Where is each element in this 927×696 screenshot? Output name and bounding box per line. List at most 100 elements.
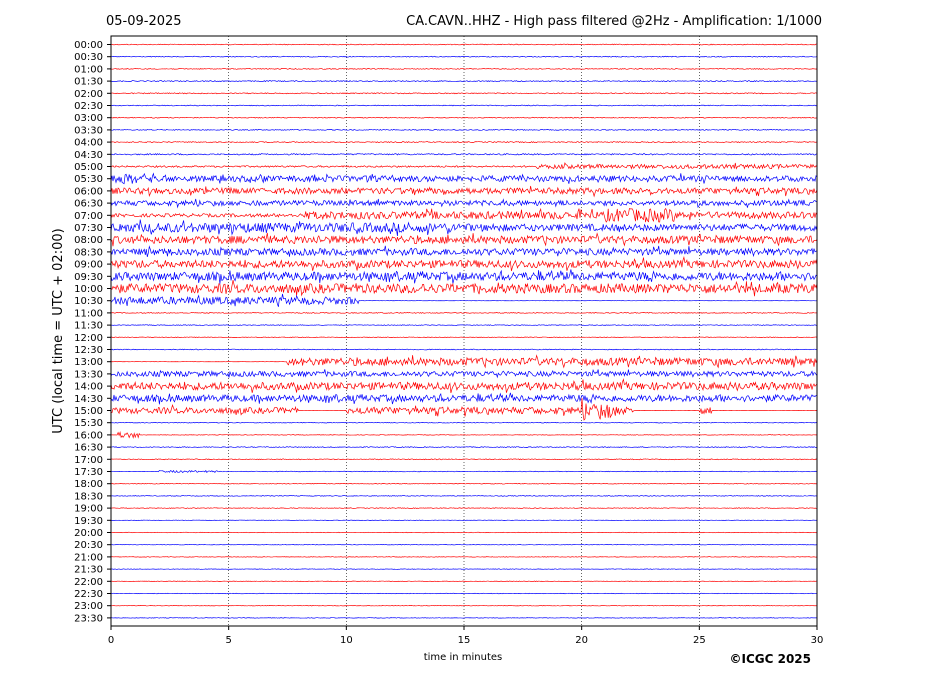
y-tick-label: 06:30 bbox=[74, 199, 103, 210]
copyright-label: ©ICGC 2025 bbox=[729, 652, 811, 666]
trace-0630 bbox=[110, 198, 818, 209]
y-tick-label: 19:00 bbox=[74, 504, 103, 515]
y-tick-label: 05:30 bbox=[74, 174, 103, 185]
y-tick-label: 22:30 bbox=[74, 589, 103, 600]
trace-0530 bbox=[110, 172, 818, 185]
y-tick-label: 09:30 bbox=[74, 272, 103, 283]
y-tick-label: 07:00 bbox=[74, 211, 103, 222]
y-tick-label: 14:30 bbox=[74, 394, 103, 405]
trace-0000 bbox=[110, 43, 818, 46]
trace-0600 bbox=[110, 185, 818, 198]
y-tick-label: 08:30 bbox=[74, 247, 103, 258]
trace-0400 bbox=[110, 141, 818, 144]
y-tick-label: 12:00 bbox=[74, 333, 103, 344]
y-tick-label: 20:00 bbox=[74, 528, 103, 539]
y-tick-label: 00:30 bbox=[74, 52, 103, 63]
trace-1800 bbox=[110, 482, 818, 485]
trace-2100 bbox=[110, 556, 818, 558]
trace-0230 bbox=[110, 104, 818, 107]
y-tick-label: 03:30 bbox=[74, 125, 103, 136]
trace-2130 bbox=[110, 568, 818, 570]
y-tick-label: 11:00 bbox=[74, 308, 103, 319]
trace-0130 bbox=[110, 80, 818, 83]
x-tick-label: 30 bbox=[811, 635, 824, 646]
trace-0300 bbox=[110, 116, 818, 119]
trace-1830 bbox=[110, 495, 818, 497]
trace-1100 bbox=[110, 312, 818, 314]
trace-1900 bbox=[110, 507, 818, 509]
y-tick-label: 10:00 bbox=[74, 284, 103, 295]
trace-1200 bbox=[110, 336, 818, 339]
y-tick-label: 22:00 bbox=[74, 577, 103, 588]
y-tick-label: 18:00 bbox=[74, 479, 103, 490]
trace-2200 bbox=[110, 580, 818, 582]
x-tick-label: 10 bbox=[340, 635, 353, 646]
y-tick-label: 21:00 bbox=[74, 552, 103, 563]
y-tick-label: 02:00 bbox=[74, 89, 103, 100]
x-tick-label: 20 bbox=[575, 635, 588, 646]
trace-1630 bbox=[110, 446, 818, 448]
trace-1930 bbox=[110, 519, 818, 521]
trace-1700 bbox=[110, 458, 818, 461]
trace-0100 bbox=[110, 68, 818, 70]
trace-1730 bbox=[110, 469, 818, 474]
trace-2330 bbox=[110, 617, 818, 619]
vertical-gridlines bbox=[228, 36, 700, 626]
y-tick-label: 12:30 bbox=[74, 345, 103, 356]
y-tick-label: 10:30 bbox=[74, 296, 103, 307]
y-tick-label: 19:30 bbox=[74, 516, 103, 527]
chart-title: CA.CAVN..HHZ - High pass filtered @2Hz -… bbox=[406, 14, 822, 29]
y-tick-label: 21:30 bbox=[74, 565, 103, 576]
trace-2030 bbox=[110, 544, 818, 546]
y-tick-label: 06:00 bbox=[74, 186, 103, 197]
y-tick-label: 17:30 bbox=[74, 467, 103, 478]
y-tick-label: 07:30 bbox=[74, 223, 103, 234]
trace-0830 bbox=[110, 245, 818, 258]
y-tick-label: 23:00 bbox=[74, 601, 103, 612]
y-axis-label: UTC (local time = UTC + 02:00) bbox=[51, 228, 66, 433]
trace-1530 bbox=[110, 421, 818, 424]
y-tick-label: 18:30 bbox=[74, 491, 103, 502]
y-tick-label: 01:00 bbox=[74, 64, 103, 75]
y-tick-label: 13:00 bbox=[74, 357, 103, 368]
trace-1430 bbox=[110, 392, 818, 405]
y-tick-label: 16:30 bbox=[74, 443, 103, 454]
trace-0330 bbox=[110, 129, 818, 131]
trace-2230 bbox=[110, 592, 818, 595]
trace-0030 bbox=[110, 55, 818, 58]
trace-2000 bbox=[110, 531, 818, 534]
trace-1130 bbox=[110, 324, 818, 326]
trace-0430 bbox=[110, 153, 818, 156]
y-tick-label: 14:00 bbox=[74, 382, 103, 393]
y-tick-label: 01:30 bbox=[74, 77, 103, 88]
trace-0200 bbox=[110, 92, 818, 95]
y-tick-label: 04:30 bbox=[74, 150, 103, 161]
y-tick-label: 20:30 bbox=[74, 540, 103, 551]
y-tick-label: 11:30 bbox=[74, 321, 103, 332]
seismic-traces bbox=[110, 43, 818, 619]
trace-0900 bbox=[110, 256, 818, 272]
trace-1300 bbox=[110, 354, 818, 369]
y-tick-label: 23:30 bbox=[74, 613, 103, 624]
y-tick-label: 04:00 bbox=[74, 138, 103, 149]
x-tick-label: 0 bbox=[108, 635, 114, 646]
y-tick-label: 16:00 bbox=[74, 430, 103, 441]
y-tick-label: 00:00 bbox=[74, 40, 103, 51]
x-axis-label: time in minutes bbox=[424, 652, 503, 663]
y-tick-label: 15:30 bbox=[74, 418, 103, 429]
x-tick-label: 5 bbox=[225, 635, 231, 646]
y-tick-label: 15:00 bbox=[74, 406, 103, 417]
date-label: 05-09-2025 bbox=[106, 14, 182, 29]
x-tick-label: 25 bbox=[693, 635, 706, 646]
trace-2300 bbox=[110, 605, 818, 607]
y-tick-label: 08:00 bbox=[74, 235, 103, 246]
y-tick-label: 17:00 bbox=[74, 455, 103, 466]
y-tick-label: 09:00 bbox=[74, 260, 103, 271]
y-tick-label: 13:30 bbox=[74, 369, 103, 380]
trace-1330 bbox=[110, 368, 818, 379]
trace-1030 bbox=[110, 293, 818, 307]
trace-1000 bbox=[110, 280, 818, 297]
x-tick-label: 15 bbox=[458, 635, 471, 646]
